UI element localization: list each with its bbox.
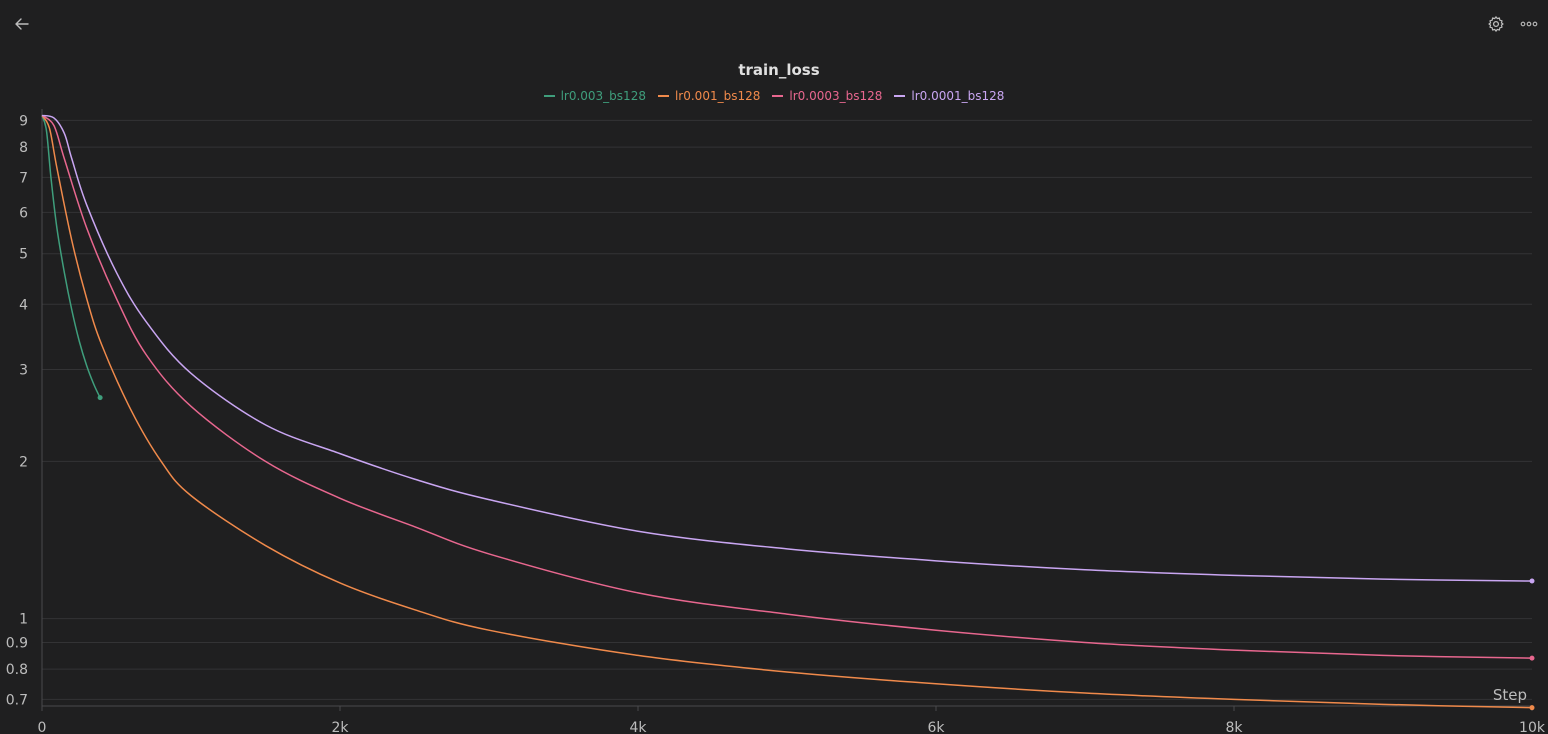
y-tick-label: 6: [19, 205, 28, 221]
y-tick-label: 0.9: [6, 635, 28, 651]
series-endpoint-lr0.0003_bs128: [1529, 655, 1535, 661]
y-tick-label: 7: [19, 170, 28, 186]
legend-swatch: [657, 95, 669, 97]
y-tick-label: 8: [19, 140, 28, 156]
legend-label: lr0.0003_bs128: [789, 89, 883, 103]
y-tick-label: 0.7: [6, 692, 28, 708]
x-tick-label: 4k: [629, 720, 647, 734]
legend-swatch: [894, 95, 906, 97]
series-endpoint-lr0.003_bs128: [97, 395, 103, 401]
legend-item-lr0.003_bs128[interactable]: lr0.003_bs128: [543, 89, 646, 103]
x-tick-label: 0: [38, 720, 47, 734]
x-axis-label: Step: [1493, 686, 1527, 704]
legend-label: lr0.001_bs128: [674, 89, 761, 103]
y-tick-label: 4: [19, 297, 28, 313]
x-tick-label: 8k: [1225, 720, 1243, 734]
x-tick-label: 2k: [331, 720, 349, 734]
legend-item-lr0.001_bs128[interactable]: lr0.001_bs128: [657, 89, 761, 103]
gear-icon[interactable]: [1486, 14, 1506, 34]
legend-swatch: [772, 95, 784, 97]
chart-title: train_loss: [738, 61, 820, 79]
y-tick-label: 2: [19, 454, 28, 470]
x-tick-label: 6k: [927, 720, 945, 734]
chart-legend: lr0.003_bs128 lr0.001_bs128 lr0.0003_bs128…: [0, 89, 1548, 103]
arrow-left-icon[interactable]: [12, 14, 32, 34]
series-line-lr0.0001_bs128: [41, 114, 1533, 582]
series-line-lr0.0003_bs128: [41, 114, 1533, 659]
y-tick-label: 5: [19, 247, 28, 263]
y-tick-label: 3: [19, 363, 28, 379]
legend-item-lr0.0003_bs128[interactable]: lr0.0003_bs128: [772, 89, 882, 103]
legend-item-lr0.0001_bs128[interactable]: lr0.0001_bs128: [894, 89, 1004, 103]
series-endpoint-lr0.001_bs128: [1529, 705, 1535, 711]
legend-label: lr0.0001_bs128: [911, 89, 1005, 103]
x-tick-label: 10k: [1519, 720, 1546, 734]
legend-label: lr0.003_bs128: [560, 89, 646, 103]
y-tick-label: 1: [19, 612, 28, 628]
series-endpoint-lr0.0001_bs128: [1529, 578, 1535, 584]
series-line-lr0.001_bs128: [41, 115, 1533, 709]
series-line-lr0.003_bs128: [41, 115, 101, 398]
more-horizontal-icon[interactable]: [1519, 14, 1539, 34]
y-tick-label: 0.8: [6, 662, 28, 678]
legend-swatch: [543, 95, 555, 97]
y-tick-label: 9: [19, 113, 28, 129]
